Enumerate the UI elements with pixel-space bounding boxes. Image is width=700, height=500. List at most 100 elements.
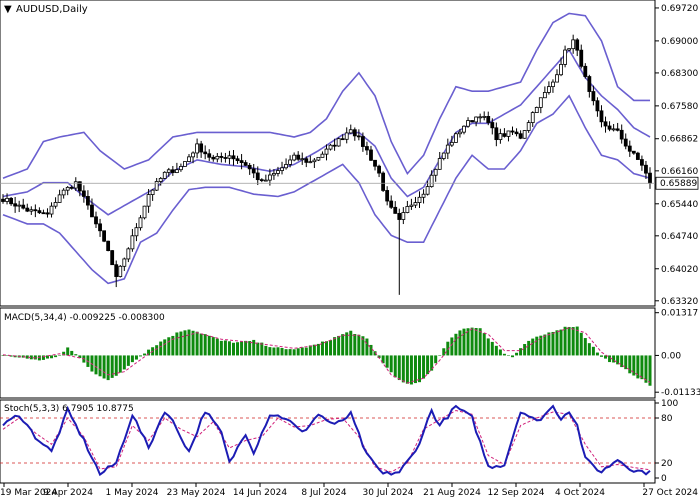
price-tick-label: 0.67580 bbox=[661, 102, 698, 112]
macd-panel[interactable]: MACD(5,34,4) -0.009225 -0.008300 bbox=[0, 307, 656, 399]
candle-body bbox=[619, 129, 624, 140]
macd-bar bbox=[624, 355, 628, 370]
macd-bar bbox=[466, 328, 470, 356]
macd-bar bbox=[599, 355, 603, 357]
candle-body bbox=[81, 190, 86, 197]
candle-body bbox=[470, 120, 474, 123]
macd-bar bbox=[397, 355, 401, 381]
macd-bar bbox=[401, 355, 405, 383]
candle-body bbox=[187, 156, 191, 162]
candle-body bbox=[615, 128, 620, 131]
stoch-tick-label: 100 bbox=[661, 399, 678, 409]
macd-bar bbox=[490, 341, 494, 356]
macd-tick-label: -0.01133 bbox=[661, 388, 700, 398]
macd-bar bbox=[430, 355, 434, 371]
macd-bar bbox=[114, 355, 118, 376]
macd-bar bbox=[438, 355, 442, 356]
macd-bar bbox=[575, 326, 579, 356]
macd-bar bbox=[122, 355, 126, 370]
candle-body bbox=[405, 206, 410, 213]
candle-body bbox=[203, 151, 208, 155]
macd-bar bbox=[539, 335, 543, 356]
candle-body bbox=[474, 116, 479, 123]
macd-bar bbox=[644, 355, 648, 383]
macd-bar bbox=[486, 338, 490, 356]
candle-body bbox=[356, 135, 361, 138]
candle-body bbox=[45, 212, 50, 215]
candle-body bbox=[239, 160, 244, 163]
macd-bar bbox=[422, 355, 426, 379]
candle-body bbox=[179, 165, 183, 171]
candle-body bbox=[429, 174, 434, 188]
candle-body bbox=[583, 65, 588, 77]
candle-body bbox=[328, 144, 333, 150]
candle-body bbox=[466, 120, 470, 127]
candle-body bbox=[320, 153, 325, 158]
macd-bar bbox=[409, 355, 413, 385]
macd-bar bbox=[54, 355, 58, 358]
candle-body bbox=[348, 129, 353, 134]
candle-body bbox=[587, 76, 592, 92]
macd-signal-line bbox=[2, 327, 651, 384]
candle-body bbox=[21, 204, 26, 209]
candle-body bbox=[498, 133, 503, 141]
candle-body bbox=[150, 189, 155, 195]
macd-bar bbox=[608, 355, 612, 363]
candle-body bbox=[631, 150, 636, 154]
candle-body bbox=[126, 248, 131, 260]
candle-body bbox=[130, 235, 135, 250]
candle-body bbox=[223, 157, 228, 159]
price-tick-label: 0.66862 bbox=[661, 135, 698, 145]
macd-bar bbox=[320, 341, 324, 356]
candle-body bbox=[288, 159, 293, 165]
candle-body bbox=[308, 161, 313, 164]
candle-body bbox=[538, 97, 543, 108]
macd-bar bbox=[118, 355, 122, 373]
macd-bar bbox=[604, 355, 608, 359]
macd-bar bbox=[559, 329, 563, 356]
candle-body bbox=[559, 63, 563, 76]
macd-bar bbox=[45, 355, 49, 359]
macd-bar bbox=[102, 355, 106, 379]
macd-bar bbox=[498, 349, 502, 356]
macd-bar bbox=[312, 344, 316, 356]
macd-bar bbox=[563, 326, 567, 356]
candle-body bbox=[502, 133, 507, 137]
macd-bar bbox=[211, 337, 215, 356]
macd-bar bbox=[434, 355, 438, 364]
candle-body bbox=[138, 217, 143, 229]
price-tick-label: 0.68300 bbox=[661, 69, 698, 79]
stochastic-panel[interactable]: Stoch(5,3,3) 6.7905 10.8775 bbox=[0, 399, 656, 484]
macd-axis: 0.01317 0.00 -0.01133 bbox=[655, 309, 700, 398]
macd-bar bbox=[203, 334, 207, 356]
macd-bar bbox=[591, 346, 595, 356]
macd-bar bbox=[134, 355, 138, 360]
candle-body bbox=[312, 159, 317, 163]
candle-body bbox=[195, 143, 200, 154]
macd-bar bbox=[280, 348, 284, 356]
candle-body bbox=[611, 128, 616, 131]
time-tick-label: 19 Mar 2024 bbox=[0, 488, 57, 498]
macd-bar bbox=[470, 327, 474, 356]
macd-bar bbox=[333, 337, 337, 356]
price-tick-label: 0.65440 bbox=[661, 200, 698, 210]
candle-body bbox=[263, 179, 268, 182]
candle-body bbox=[449, 142, 454, 146]
macd-bar bbox=[523, 344, 527, 356]
macd-bar bbox=[260, 342, 264, 356]
macd-bar bbox=[50, 355, 54, 359]
candle-body bbox=[563, 49, 567, 65]
candle-body bbox=[53, 202, 58, 207]
candle-body bbox=[296, 154, 301, 160]
candle-body bbox=[591, 91, 596, 102]
candle-body bbox=[37, 210, 42, 214]
macd-bar bbox=[98, 355, 102, 377]
macd-bar bbox=[502, 353, 506, 356]
dropdown-arrow-icon[interactable]: ▼ bbox=[4, 4, 12, 15]
candle-body bbox=[478, 116, 483, 119]
macd-bar bbox=[195, 331, 199, 356]
candle-body bbox=[360, 136, 365, 147]
price-panel[interactable]: ▼ AUDUSD,Daily bbox=[0, 0, 656, 307]
stoch-axis: 100 80 20 0 bbox=[655, 399, 678, 484]
